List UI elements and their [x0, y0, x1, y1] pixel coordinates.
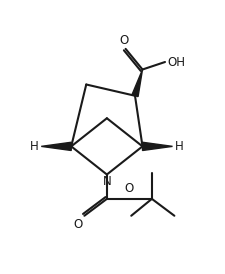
Text: OH: OH [167, 56, 185, 68]
Text: O: O [73, 218, 83, 231]
Text: O: O [119, 34, 128, 47]
Text: O: O [125, 182, 134, 195]
Polygon shape [41, 142, 71, 150]
Text: N: N [103, 175, 111, 189]
Polygon shape [142, 142, 173, 150]
Polygon shape [132, 70, 142, 97]
Text: H: H [175, 140, 184, 153]
Text: H: H [30, 140, 38, 153]
